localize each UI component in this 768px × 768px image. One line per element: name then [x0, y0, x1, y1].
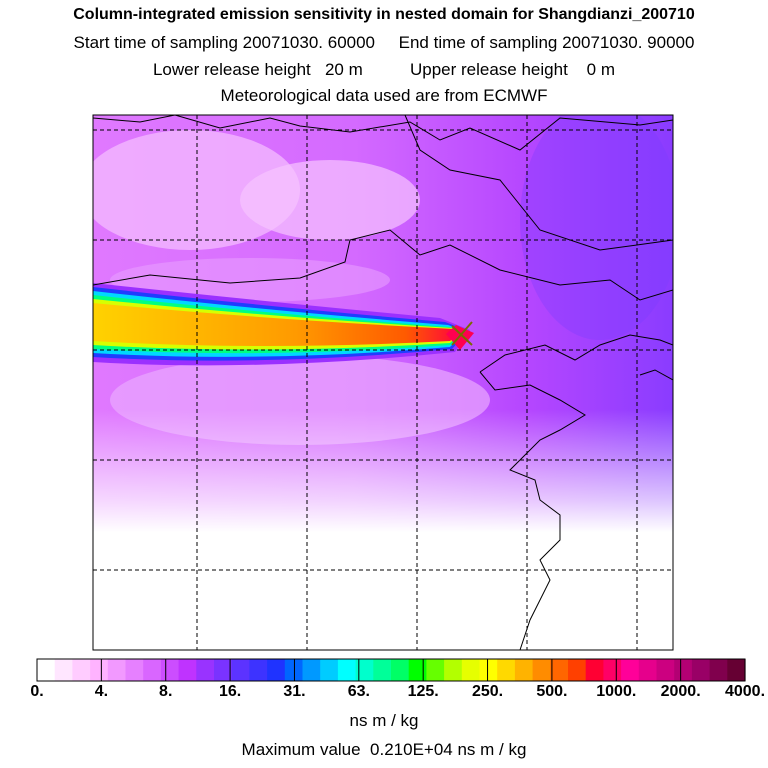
- colorbar-swatch: [302, 659, 321, 681]
- map-area: [93, 115, 673, 650]
- colorbar-swatch: [143, 659, 162, 681]
- colorbar-swatch: [691, 659, 711, 681]
- colorbar-swatch: [585, 659, 604, 681]
- colorbar-swatch: [72, 659, 91, 681]
- map-frame: [92, 114, 674, 651]
- colorbar-tick-label: 1000.: [596, 683, 637, 700]
- border-line: [93, 115, 673, 151]
- colorbar-swatch: [249, 659, 268, 681]
- colorbar-swatch: [461, 659, 481, 681]
- maximum-value-label: Maximum value 0.210E+04 ns m / kg: [241, 740, 527, 759]
- plume-max: [446, 325, 474, 350]
- coastline: [639, 369, 673, 381]
- sampling-time-line: Start time of sampling 20071030. 60000 E…: [73, 33, 695, 52]
- colorbar: [36, 658, 746, 682]
- colorbar-tick-label: 16.: [218, 683, 242, 700]
- colorbar-swatch: [568, 659, 587, 681]
- border-line: [93, 229, 673, 301]
- colorbar-swatch: [284, 659, 304, 681]
- colorbar-swatch: [231, 659, 250, 681]
- colorbar-swatch: [373, 659, 392, 681]
- coastline: [479, 371, 586, 650]
- colorbar-swatch: [532, 659, 551, 681]
- colorbar-tick-label: 4.: [94, 683, 109, 700]
- colorbar-swatch: [160, 659, 180, 681]
- colorbar-swatch: [54, 659, 73, 681]
- colorbar-swatch: [214, 659, 233, 681]
- colorbar-tick-label: 4000.: [724, 683, 766, 700]
- colorbar-swatch: [267, 659, 286, 681]
- colorbar-swatch: [514, 659, 534, 681]
- colorbar-swatch: [178, 659, 197, 681]
- colorbar-unit: ns m / kg: [349, 711, 419, 730]
- colorbar-swatch: [444, 659, 463, 681]
- colorbar-swatch: [391, 659, 410, 681]
- colorbar-swatch: [426, 659, 445, 681]
- colorbar-swatch: [656, 659, 675, 681]
- colorbar-swatch: [107, 659, 127, 681]
- colorbar-tick-label: 125.: [407, 683, 439, 700]
- colorbar-tick-label: 0.: [30, 683, 44, 700]
- colorbar-swatch: [320, 659, 339, 681]
- met-data-line: Meteorological data used are from ECMWF: [220, 86, 548, 105]
- colorbar-tick-label: 8.: [159, 683, 173, 700]
- colorbar-swatch: [621, 659, 640, 681]
- receptor-marker: [451, 321, 473, 346]
- border-line: [404, 115, 673, 251]
- white-fade: [93, 115, 673, 650]
- colorbar-swatch: [355, 659, 374, 681]
- colorbar-swatch: [337, 659, 357, 681]
- colorbar-swatch: [408, 659, 427, 681]
- colorbar-swatch: [196, 659, 215, 681]
- colorbar-swatch: [90, 659, 109, 681]
- colorbar-swatch: [603, 659, 622, 681]
- grid: [93, 115, 673, 650]
- coastline: [479, 334, 673, 373]
- colorbar-tick-label: 500.: [536, 683, 568, 700]
- colorbar-swatch: [638, 659, 658, 681]
- release-height-line: Lower release height 20 m Upper release …: [152, 60, 616, 79]
- colorbar-swatch: [709, 659, 728, 681]
- colorbar-swatch: [125, 659, 144, 681]
- colorbar-swatch: [674, 659, 693, 681]
- colorbar-tick-label: 63.: [347, 683, 370, 700]
- colorbar-swatch: [550, 659, 569, 681]
- colorbar-swatch: [479, 659, 498, 681]
- plume-core: [93, 303, 461, 346]
- colorbar-swatch: [37, 659, 56, 681]
- chart-title: Column-integrated emission sensitivity i…: [73, 6, 695, 23]
- colorbar-swatch: [727, 659, 746, 681]
- colorbar-swatch: [497, 659, 516, 681]
- colorbar-tick-label: 31.: [283, 683, 306, 700]
- colorbar-tick-label: 2000.: [660, 683, 701, 700]
- colorbar-tick-label: 250.: [471, 683, 504, 700]
